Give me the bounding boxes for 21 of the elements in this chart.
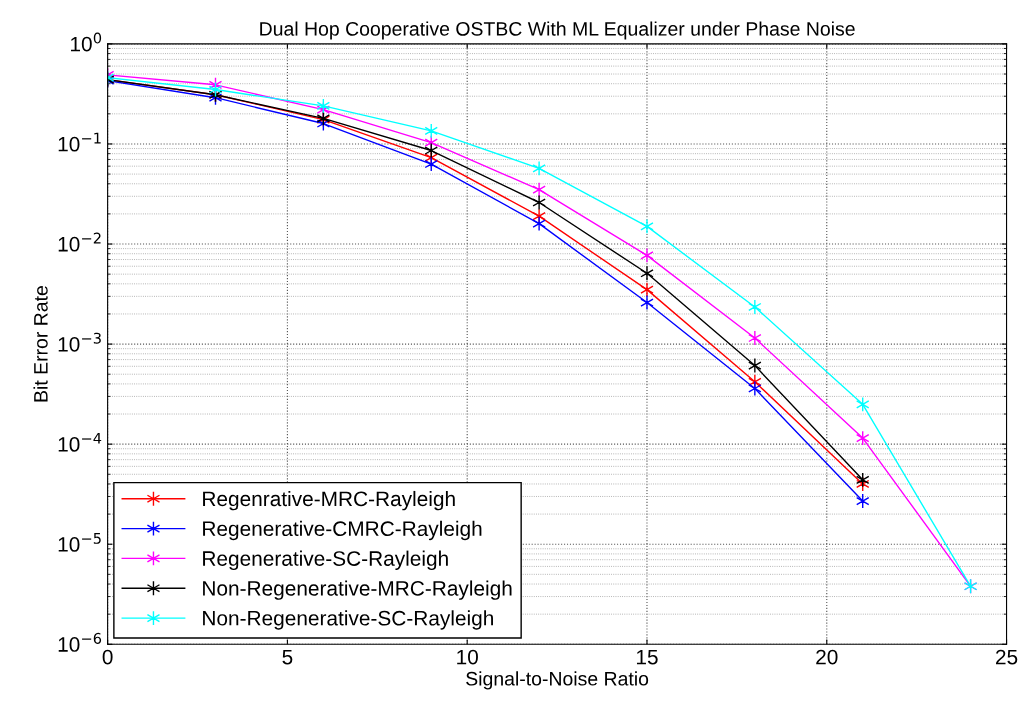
x-tick-label: 0 bbox=[102, 649, 113, 665]
x-tick-label: 10 bbox=[457, 649, 478, 665]
legend-label: Non-Regenerative-MRC-Rayleigh bbox=[203, 580, 512, 600]
legend-label: Regenerative-CMRC-Rayleigh bbox=[203, 520, 482, 541]
y-tick-label: 10$^{−2}$ bbox=[58, 232, 101, 252]
y-tick-label: 10$^{−5}$ bbox=[58, 533, 101, 552]
y-axis-title: Bit Error Rate bbox=[33, 286, 48, 402]
y-tick-label: 10$^{−4}$ bbox=[58, 432, 102, 452]
legend-label: Regenerative-SC-Rayleigh bbox=[203, 550, 448, 571]
y-tick-label: 10$^{−3}$ bbox=[58, 332, 101, 352]
y-tick-label: 10$^{−6}$ bbox=[58, 632, 102, 652]
x-axis-title: Signal-to-Noise Ratio bbox=[466, 671, 649, 690]
legend-label: Regenrative-MRC-Rayleigh bbox=[203, 490, 455, 511]
x-tick-label: 5 bbox=[282, 649, 293, 665]
x-tick-label: 15 bbox=[636, 649, 658, 665]
x-tick-label: 25 bbox=[996, 649, 1018, 665]
legend-label: Non-Regenerative-SC-Rayleigh bbox=[203, 610, 493, 630]
y-tick-label: 10$^{−1}$ bbox=[58, 132, 101, 152]
y-tick-label: 10$^{0}$ bbox=[71, 32, 102, 52]
x-tick-label: 20 bbox=[816, 649, 838, 665]
chart-title: Dual Hop Cooperative OSTBC With ML Equalizer under Phase Noise bbox=[260, 21, 855, 40]
